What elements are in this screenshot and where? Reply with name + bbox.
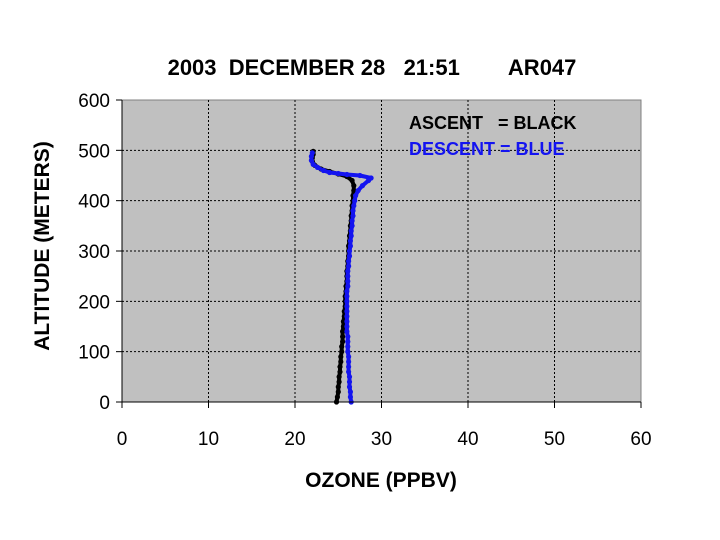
series-layer bbox=[308, 148, 374, 405]
data-point bbox=[338, 354, 344, 360]
data-point bbox=[350, 208, 356, 214]
data-point bbox=[348, 228, 354, 234]
data-point bbox=[345, 273, 351, 279]
data-point bbox=[346, 374, 353, 380]
data-point bbox=[310, 161, 316, 167]
data-point bbox=[344, 288, 350, 294]
data-point bbox=[327, 169, 333, 176]
data-point bbox=[345, 283, 351, 289]
data-point bbox=[352, 198, 358, 204]
x-tick-label: 10 bbox=[198, 429, 219, 450]
x-tick-label: 60 bbox=[630, 429, 651, 450]
data-point bbox=[345, 334, 351, 340]
y-tick-label: 0 bbox=[99, 393, 110, 414]
data-point bbox=[350, 213, 356, 219]
data-point bbox=[335, 384, 341, 390]
data-point bbox=[308, 157, 314, 163]
data-point bbox=[337, 364, 343, 370]
data-point bbox=[351, 203, 357, 209]
data-point bbox=[347, 243, 353, 249]
y-tick-label: 500 bbox=[78, 141, 110, 162]
data-point bbox=[348, 233, 354, 239]
data-point bbox=[340, 339, 346, 345]
data-point bbox=[344, 171, 350, 178]
data-point bbox=[346, 248, 353, 254]
data-point bbox=[344, 323, 350, 330]
x-tick-label: 40 bbox=[457, 429, 478, 450]
data-point bbox=[346, 263, 352, 269]
data-point bbox=[344, 298, 350, 304]
data-point bbox=[336, 374, 342, 380]
data-point bbox=[346, 253, 353, 259]
data-point bbox=[345, 278, 351, 284]
data-point bbox=[340, 334, 346, 340]
data-point bbox=[347, 389, 353, 395]
data-point bbox=[320, 167, 327, 174]
data-point bbox=[346, 379, 353, 385]
data-point bbox=[314, 164, 321, 170]
legend-ascent: ASCENT = BLACK bbox=[409, 113, 577, 133]
data-point bbox=[344, 293, 350, 299]
y-axis-ticks: 0 100 200 300 400 500 600 bbox=[78, 91, 122, 414]
data-point bbox=[340, 328, 346, 335]
data-point bbox=[346, 359, 352, 365]
data-point bbox=[355, 188, 361, 194]
data-point bbox=[346, 354, 352, 360]
data-point bbox=[351, 188, 357, 194]
data-point bbox=[346, 258, 352, 264]
data-point bbox=[344, 318, 350, 325]
data-point bbox=[338, 359, 344, 365]
data-point bbox=[357, 172, 363, 179]
data-point bbox=[349, 218, 355, 224]
data-point bbox=[335, 170, 341, 177]
y-tick-label: 200 bbox=[78, 292, 110, 313]
y-tick-label: 100 bbox=[78, 343, 110, 364]
data-point bbox=[346, 384, 353, 390]
x-axis-ticks: 0 10 20 30 40 50 60 bbox=[117, 402, 652, 450]
data-point bbox=[335, 389, 341, 395]
data-point bbox=[368, 175, 374, 181]
data-point bbox=[347, 394, 353, 400]
data-point bbox=[345, 268, 351, 274]
data-point bbox=[359, 183, 366, 189]
data-point bbox=[339, 349, 345, 355]
data-point bbox=[349, 177, 355, 184]
data-point bbox=[334, 394, 340, 400]
data-point bbox=[349, 223, 355, 229]
data-point bbox=[344, 313, 350, 319]
chart-title: 2003 DECEMBER 28 21:51 AR047 bbox=[168, 55, 577, 80]
y-tick-label: 400 bbox=[78, 192, 110, 213]
data-point bbox=[351, 183, 357, 189]
grid-lines bbox=[122, 100, 641, 402]
data-point bbox=[339, 344, 345, 350]
x-tick-label: 20 bbox=[284, 429, 305, 450]
legend-descent: DESCENT = BLUE bbox=[409, 139, 565, 159]
data-point bbox=[345, 339, 351, 345]
data-point bbox=[353, 193, 359, 199]
y-tick-label: 600 bbox=[78, 91, 110, 112]
data-point bbox=[345, 344, 351, 350]
data-point bbox=[336, 379, 342, 385]
x-axis-label: OZONE (PPBV) bbox=[305, 469, 457, 492]
data-point bbox=[346, 369, 352, 375]
x-tick-label: 30 bbox=[371, 429, 392, 450]
data-point bbox=[344, 328, 350, 335]
data-point bbox=[344, 308, 350, 314]
data-point bbox=[309, 150, 315, 156]
x-tick-label: 50 bbox=[544, 429, 565, 450]
data-point bbox=[346, 364, 352, 370]
descent-series bbox=[308, 150, 374, 405]
data-point bbox=[347, 238, 353, 244]
x-tick-label: 0 bbox=[117, 429, 128, 450]
data-point bbox=[337, 369, 343, 375]
data-point bbox=[344, 303, 350, 309]
y-axis-label: ALTITUDE (METERS) bbox=[31, 141, 54, 351]
y-tick-label: 300 bbox=[78, 242, 110, 263]
data-point bbox=[345, 349, 351, 355]
